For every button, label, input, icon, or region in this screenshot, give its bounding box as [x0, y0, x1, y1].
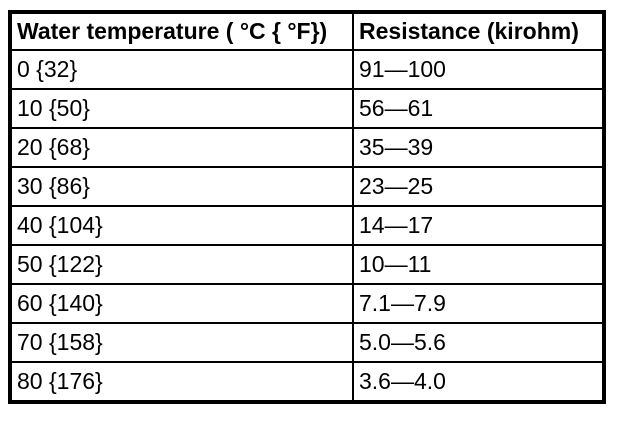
- table-row: 0 {32} 91—100: [9, 49, 605, 90]
- table-row: 20 {68} 35—39: [9, 127, 605, 168]
- column-header-water-temperature: Water temperature ( °C { °F}): [9, 11, 354, 51]
- table-row: 60 {140} 7.1—7.9: [9, 283, 605, 324]
- water-temperature-resistance-table: Water temperature ( °C { °F}) Resistance…: [8, 10, 606, 404]
- table-row: 10 {50} 56—61: [9, 88, 605, 129]
- table-row: 70 {158} 5.0—5.6: [9, 322, 605, 363]
- table-body: 0 {32} 91—100 10 {50} 56—61 20 {68} 35—39 30 {…: [9, 49, 605, 403]
- table-row: 50 {122} 10—11: [9, 244, 605, 285]
- temperature-cell: 10 {50}: [9, 88, 354, 129]
- table-row: 40 {104} 14—17: [9, 205, 605, 246]
- resistance-cell: 10—11: [352, 244, 605, 285]
- temperature-cell: 80 {176}: [9, 361, 354, 403]
- resistance-cell: 5.0—5.6: [352, 322, 605, 363]
- temperature-cell: 40 {104}: [9, 205, 354, 246]
- column-header-resistance: Resistance (kirohm): [352, 11, 605, 51]
- temperature-cell: 50 {122}: [9, 244, 354, 285]
- resistance-cell: 91—100: [352, 49, 605, 90]
- resistance-cell: 14—17: [352, 205, 605, 246]
- resistance-cell: 7.1—7.9: [352, 283, 605, 324]
- table-row: 80 {176} 3.6—4.0: [9, 361, 605, 403]
- resistance-cell: 35—39: [352, 127, 605, 168]
- header-row: Water temperature ( °C { °F}) Resistance…: [9, 11, 605, 51]
- resistance-cell: 23—25: [352, 166, 605, 207]
- table-row: 30 {86} 23—25: [9, 166, 605, 207]
- resistance-cell: 56—61: [352, 88, 605, 129]
- temperature-cell: 20 {68}: [9, 127, 354, 168]
- temperature-cell: 60 {140}: [9, 283, 354, 324]
- temperature-cell: 0 {32}: [9, 49, 354, 90]
- temperature-cell: 30 {86}: [9, 166, 354, 207]
- temperature-cell: 70 {158}: [9, 322, 354, 363]
- resistance-cell: 3.6—4.0: [352, 361, 605, 403]
